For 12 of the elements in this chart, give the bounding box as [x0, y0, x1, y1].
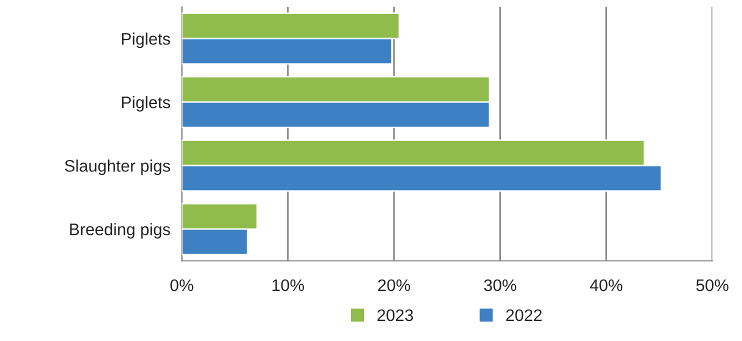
y-tick-label: Slaughter pigs — [64, 160, 170, 176]
y-tick-label: Breeding pigs — [70, 223, 170, 239]
x-tick-label: 10% — [272, 279, 304, 292]
x-tick-label: 20% — [378, 279, 410, 292]
y-tick-label: Piglets — [122, 96, 170, 112]
x-tick-label: 0% — [170, 279, 194, 292]
x-tick-label: 30% — [484, 279, 516, 292]
x-tick-label: 50% — [696, 279, 728, 292]
legend-label: 2023 — [377, 309, 413, 322]
legend-label: 2022 — [506, 309, 542, 322]
y-tick-label: Piglets — [122, 32, 170, 48]
x-tick-label: 40% — [590, 279, 622, 292]
